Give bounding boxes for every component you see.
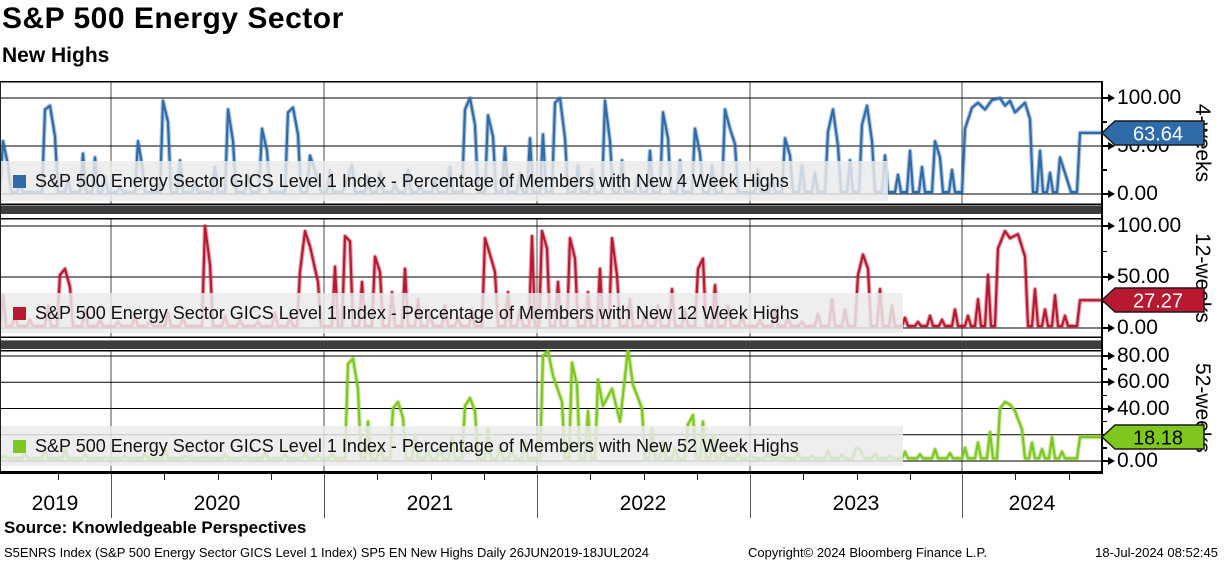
tag-value: 18.18 [1133, 428, 1183, 450]
legend-strip [0, 161, 888, 201]
x-axis-year-label: 2020 [193, 492, 241, 515]
x-axis-minor-tick [697, 474, 698, 480]
y-tick-minor-mark [1102, 420, 1107, 423]
y-tick-mark [1102, 145, 1110, 147]
y-tick-arrow-icon [1108, 142, 1115, 150]
x-axis-year-separator [111, 474, 112, 518]
x-axis-minor-tick [857, 474, 858, 480]
x-axis-minor-tick [431, 474, 432, 480]
legend-label: S&P 500 Energy Sector GICS Level 1 Index… [35, 302, 799, 323]
y-tick-label: 100.00 [1117, 86, 1182, 109]
legend-swatch-icon [13, 439, 26, 453]
tag-shape [1100, 120, 1205, 146]
x-axis-minor-tick [1015, 474, 1016, 480]
legend-swatch-icon [13, 306, 26, 320]
x-axis-minor-tick [377, 474, 378, 480]
x-axis-minor-tick [1069, 474, 1070, 480]
y-tick-arrow-icon [1108, 324, 1115, 332]
y-tick-label: 80.00 [1117, 344, 1170, 367]
x-axis-year-separator [324, 474, 325, 518]
y-tick-arrow-icon [1108, 273, 1115, 281]
y-tick-mark [1102, 193, 1110, 195]
page-subtitle: New Highs [2, 44, 110, 67]
legend-label: S&P 500 Energy Sector GICS Level 1 Index… [35, 435, 799, 456]
tag-shape [1100, 424, 1205, 450]
y-tick-mark [1102, 460, 1110, 462]
y-tick-minor-mark [1102, 250, 1107, 253]
x-axis-minor-tick [590, 474, 591, 480]
legend-4-weeks: S&P 500 Energy Sector GICS Level 1 Index… [0, 161, 789, 201]
y-tick-label: 60.00 [1117, 370, 1170, 394]
x-axis-year-label: 2024 [1008, 492, 1056, 515]
y-tick-mark [1102, 225, 1110, 227]
footer-datetime: 18-Jul-2024 08:52:45 [1095, 545, 1218, 560]
x-axis-minor-tick [164, 474, 165, 480]
x-axis-minor-tick [484, 474, 485, 480]
y-tick-mark [1102, 381, 1110, 384]
x-axis-year-label: 2022 [619, 492, 667, 515]
x-axis-line [0, 472, 1103, 474]
legend-swatch-icon [13, 174, 26, 188]
last-value-tag-52-weeks: 18.18 [1100, 424, 1205, 450]
x-axis-minor-tick [218, 474, 219, 480]
x-axis-minor-tick [803, 474, 804, 480]
y-tick-mark [1102, 407, 1110, 410]
y-tick-arrow-icon [1108, 457, 1115, 465]
y-tick-arrow-icon [1108, 222, 1115, 230]
x-axis-year-label: 2021 [406, 492, 454, 515]
y-tick-label: 0.00 [1117, 449, 1158, 472]
y-tick-mark [1102, 97, 1110, 99]
source-note: Source: Knowledgeable Perspectives [4, 518, 307, 537]
y-tick-minor-mark [1102, 121, 1107, 123]
x-axis-year-separator [962, 474, 963, 518]
panel-separator [0, 205, 1103, 214]
x-axis-year-separator [750, 474, 751, 518]
y-tick-mark [1102, 276, 1110, 278]
last-value-tag-4-weeks: 63.64 [1100, 120, 1205, 146]
legend-strip [0, 293, 903, 333]
tag-shape [1100, 287, 1205, 313]
panel-12-weeks: S&P 500 Energy Sector GICS Level 1 Index… [0, 218, 1102, 338]
y-tick-arrow-icon [1108, 378, 1115, 387]
page-title: S&P 500 Energy Sector [2, 2, 344, 35]
footer-ticker-info: S5ENRS Index (S&P 500 Energy Sector GICS… [4, 545, 650, 560]
x-axis-year-label: 2023 [832, 492, 880, 515]
y-tick-arrow-icon [1108, 94, 1115, 102]
y-tick-arrow-icon [1108, 190, 1115, 198]
panel-4-weeks: S&P 500 Energy Sector GICS Level 1 Index… [0, 81, 1102, 205]
legend-label: S&P 500 Energy Sector GICS Level 1 Index… [35, 170, 789, 191]
tag-value: 27.27 [1133, 291, 1183, 313]
y-tick-minor-mark [1102, 447, 1107, 449]
x-axis-year-separator [537, 474, 538, 518]
plot-left-border [0, 81, 1, 473]
y-tick-label: 50.00 [1117, 265, 1170, 288]
y-tick-label: 100.00 [1117, 214, 1182, 237]
footer-copyright: Copyright© 2024 Bloomberg Finance L.P. [748, 545, 988, 560]
legend-12-weeks: S&P 500 Energy Sector GICS Level 1 Index… [0, 293, 799, 333]
y-tick-label: 40.00 [1117, 396, 1170, 420]
x-axis-minor-tick [910, 474, 911, 480]
x-axis-minor-tick [58, 474, 59, 480]
y-tick-minor-mark [1102, 169, 1107, 171]
last-value-tag-12-weeks: 27.27 [1100, 287, 1205, 313]
tag-value: 63.64 [1133, 124, 1183, 146]
x-axis-minor-tick [271, 474, 272, 480]
x-axis-year-label: 2019 [31, 492, 79, 515]
legend-strip [0, 426, 903, 466]
panel-separator [0, 340, 1103, 349]
y-tick-minor-mark [1102, 394, 1107, 397]
legend-52-weeks: S&P 500 Energy Sector GICS Level 1 Index… [0, 426, 799, 466]
y-tick-minor-mark [1102, 368, 1107, 370]
y-tick-arrow-icon [1108, 404, 1115, 413]
panel-52-weeks: S&P 500 Energy Sector GICS Level 1 Index… [0, 350, 1102, 473]
y-tick-mark [1102, 327, 1110, 329]
x-axis-minor-tick [644, 474, 645, 480]
y-tick-mark [1102, 355, 1110, 357]
y-tick-label: 0.00 [1117, 182, 1158, 205]
y-tick-arrow-icon [1108, 352, 1115, 360]
y-tick-label: 0.00 [1117, 316, 1158, 339]
